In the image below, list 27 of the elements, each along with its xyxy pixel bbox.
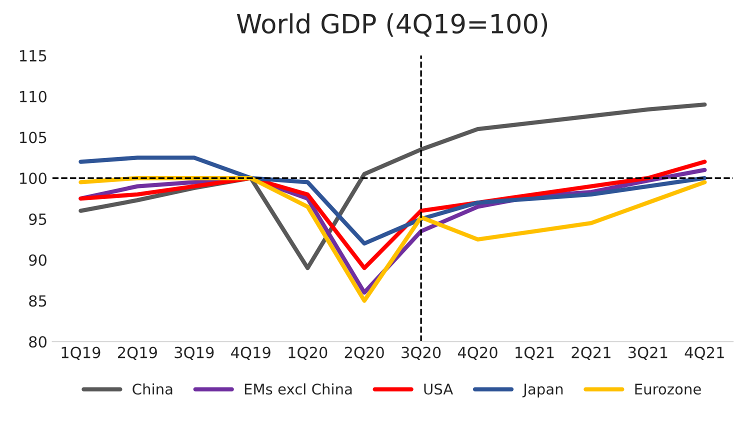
x-tick-label: 2Q19 (118, 346, 157, 360)
x-tick-label: 1Q19 (62, 346, 100, 360)
y-tick-label: 100 (20, 172, 46, 184)
legend-label: Eurozone (635, 384, 701, 395)
y-tick-label: 80 (29, 336, 46, 348)
x-tick-label: 3Q20 (402, 346, 441, 360)
x-tick-label: 1Q21 (516, 346, 554, 360)
x-tick-label: 3Q19 (174, 346, 214, 360)
legend-label: China (132, 383, 172, 395)
chart-title: World GDP (4Q19=100) (236, 13, 548, 37)
legend-label: USA (424, 384, 454, 395)
line-series (78, 156, 707, 246)
x-tick-label: 1Q20 (288, 346, 328, 360)
y-tick-label: 85 (29, 295, 46, 307)
y-tick-label: 105 (20, 132, 46, 144)
x-tick-label: 3Q21 (628, 346, 668, 360)
x-tick-label: 4Q19 (231, 346, 270, 360)
y-tick-label: 90 (29, 254, 46, 266)
x-tick-label: 4Q20 (458, 346, 498, 360)
y-tick-label: 110 (20, 90, 46, 102)
legend-label: Japan (522, 384, 563, 398)
x-tick-label: 2Q20 (344, 346, 384, 360)
x-tick-label: 4Q21 (684, 346, 724, 360)
x-tick-label: 2Q21 (572, 346, 610, 360)
y-tick-label: 115 (20, 50, 46, 62)
y-tick-label: 95 (29, 213, 46, 226)
legend-label: EMs excl China (244, 383, 352, 395)
